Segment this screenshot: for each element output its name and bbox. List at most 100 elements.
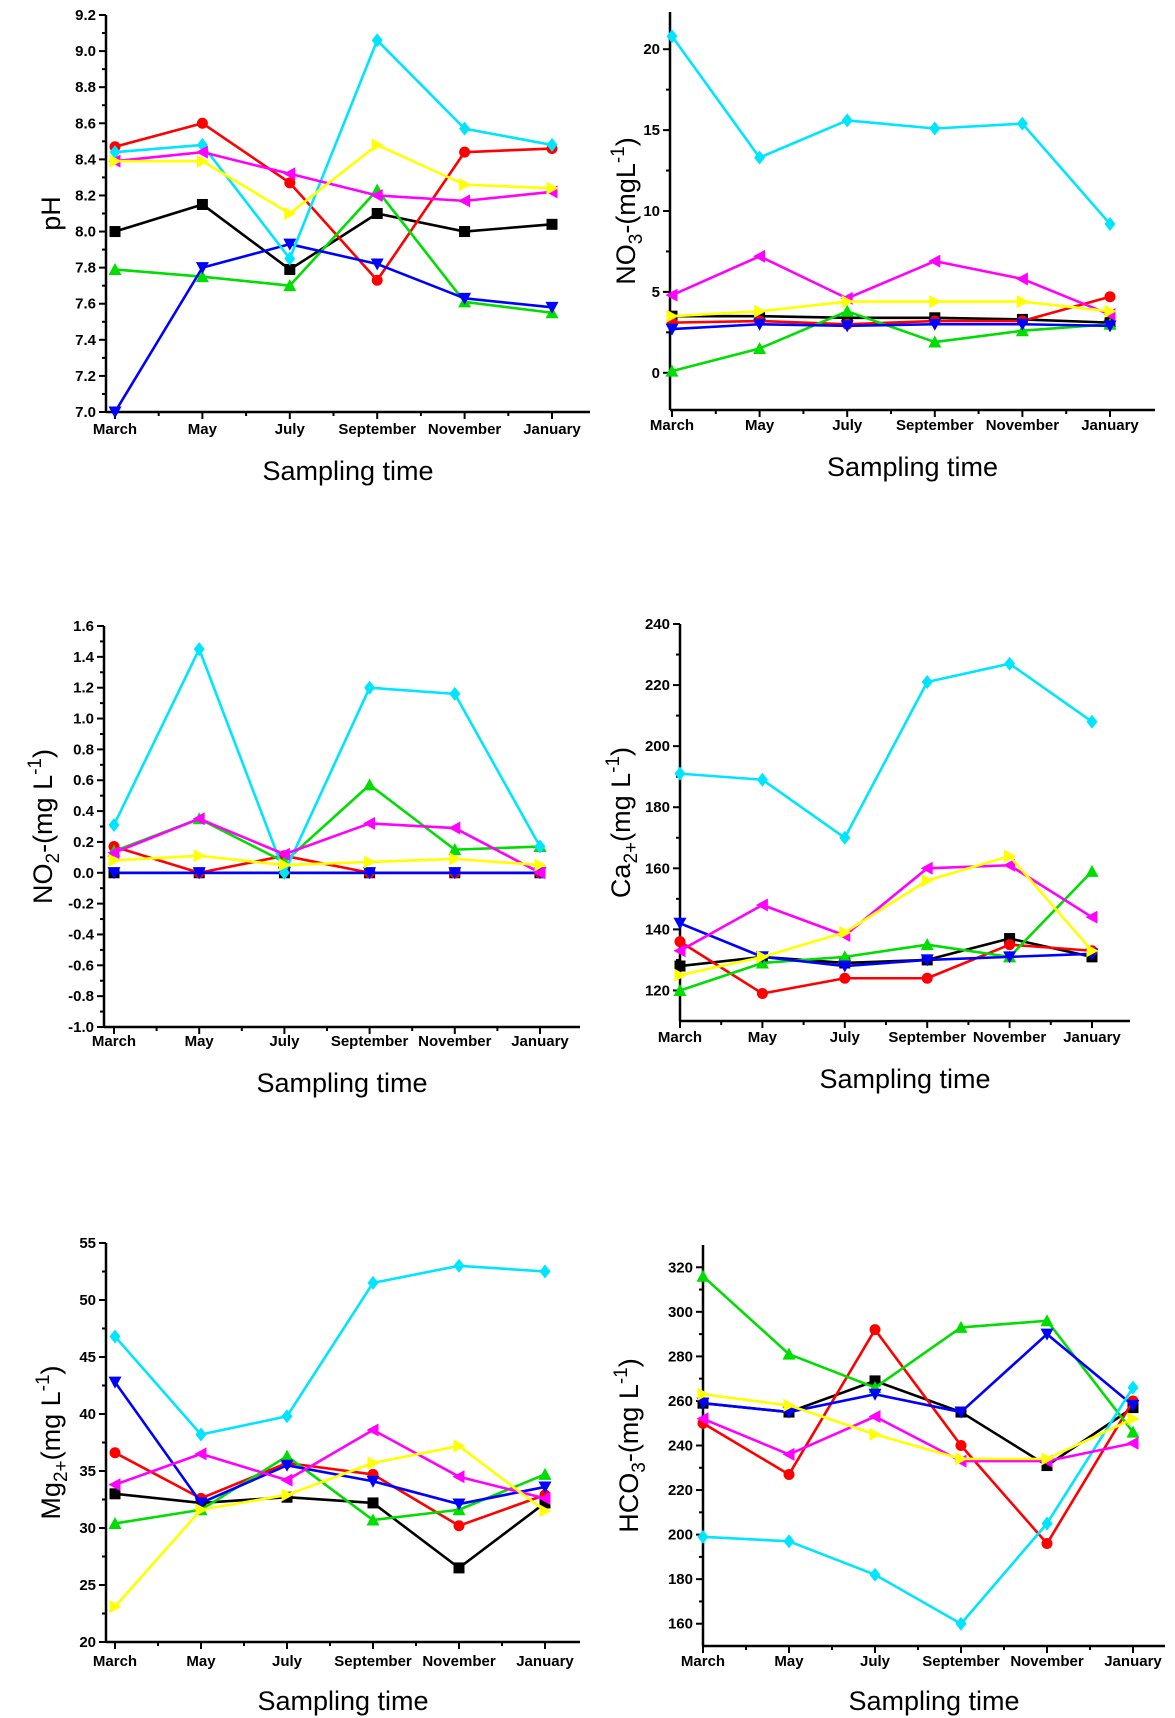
y-axis-title: Ca2+(mg L-1) xyxy=(603,747,642,898)
data-point xyxy=(1126,1425,1140,1438)
series-line xyxy=(702,1386,1135,1626)
y-tick-label: 25 xyxy=(79,1577,96,1594)
series-7 xyxy=(697,1387,1140,1466)
data-point xyxy=(192,867,206,880)
series-7 xyxy=(674,849,1099,982)
data-point xyxy=(459,146,471,158)
series-line xyxy=(671,300,1111,318)
data-point xyxy=(453,1562,465,1574)
data-point xyxy=(109,1488,121,1500)
x-tick-label: January xyxy=(1063,1029,1121,1046)
data-point xyxy=(449,686,461,701)
data-point xyxy=(109,1447,121,1459)
data-point xyxy=(1003,951,1017,964)
data-point xyxy=(754,150,766,165)
y-tick-label: 1.2 xyxy=(73,680,94,697)
series-line xyxy=(679,870,1093,992)
data-point xyxy=(928,254,941,268)
x-axis-title: Sampling time xyxy=(262,456,433,486)
data-point xyxy=(196,117,208,129)
series-line xyxy=(114,150,553,203)
data-point xyxy=(756,988,768,1000)
series-6 xyxy=(108,1423,551,1505)
data-point xyxy=(929,295,942,309)
series-line xyxy=(702,1392,1134,1461)
data-point xyxy=(955,1616,967,1631)
data-point xyxy=(108,817,120,832)
data-point xyxy=(782,1447,795,1461)
y-tick-label: 1.0 xyxy=(73,711,94,728)
series-6 xyxy=(107,812,546,880)
data-point xyxy=(1004,849,1017,863)
series-line xyxy=(679,662,1093,840)
series-6 xyxy=(673,858,1098,958)
y-tick-label: 1.4 xyxy=(73,649,95,666)
y-tick-label: 55 xyxy=(79,1235,96,1252)
data-point xyxy=(1015,272,1028,286)
series-5 xyxy=(674,656,1098,845)
y-tick-label: 20 xyxy=(643,41,660,58)
series-5 xyxy=(108,642,546,880)
series-5 xyxy=(109,1258,551,1442)
series-line xyxy=(670,35,1111,225)
y-tick-label: 120 xyxy=(645,982,670,999)
data-point xyxy=(534,839,546,854)
y-tick-label: 40 xyxy=(79,1406,96,1423)
series-7 xyxy=(109,1439,552,1614)
series-line xyxy=(114,1454,546,1525)
y-tick-label: 260 xyxy=(668,1393,693,1410)
x-tick-label: March xyxy=(650,417,694,434)
data-point xyxy=(108,406,122,419)
data-point xyxy=(193,642,205,657)
data-point xyxy=(284,177,296,189)
data-point xyxy=(109,1600,122,1614)
x-tick-label: January xyxy=(523,421,581,438)
data-point xyxy=(196,154,209,168)
data-point xyxy=(869,1567,881,1582)
series-line xyxy=(113,242,553,413)
y-tick-label: 0.6 xyxy=(73,772,94,789)
series-line xyxy=(679,854,1093,977)
data-point xyxy=(921,972,933,984)
data-point xyxy=(673,983,687,996)
series-4 xyxy=(696,1328,1140,1419)
data-point xyxy=(1104,216,1116,231)
data-point xyxy=(869,1427,882,1441)
series-line xyxy=(112,647,542,875)
data-point xyxy=(954,1320,968,1333)
x-axis-title: Sampling time xyxy=(848,1686,1019,1716)
x-tick-label: January xyxy=(516,1653,574,1670)
x-tick-label: November xyxy=(986,417,1060,434)
data-point xyxy=(367,1275,379,1290)
series-line xyxy=(113,854,541,867)
data-point xyxy=(756,950,769,964)
data-point xyxy=(783,1398,796,1412)
series-2 xyxy=(109,117,558,286)
y-axis-title: Mg2+(mg L-1) xyxy=(33,1365,72,1519)
data-point xyxy=(1103,320,1117,333)
data-point xyxy=(109,1329,121,1344)
data-point xyxy=(283,167,296,181)
data-point xyxy=(363,867,377,880)
data-point xyxy=(783,1468,795,1480)
data-point xyxy=(108,1516,122,1529)
data-point xyxy=(840,304,854,317)
series-line xyxy=(114,1492,546,1570)
y-tick-label: 0.2 xyxy=(73,834,94,851)
y-tick-label: 7.4 xyxy=(75,332,97,349)
x-tick-label: May xyxy=(774,1653,804,1670)
data-point xyxy=(546,181,559,195)
x-tick-label: January xyxy=(1081,417,1139,434)
data-point xyxy=(1003,858,1016,872)
series-7 xyxy=(109,138,559,220)
data-point xyxy=(1126,1436,1139,1450)
data-point xyxy=(367,1456,380,1470)
data-point xyxy=(1086,944,1099,958)
x-tick-label: July xyxy=(269,1033,300,1050)
data-point xyxy=(108,1376,122,1389)
data-point xyxy=(674,936,686,948)
series-line xyxy=(114,203,553,271)
data-point xyxy=(453,1439,466,1453)
data-point xyxy=(448,821,461,835)
y-tick-label: 35 xyxy=(79,1463,96,1480)
